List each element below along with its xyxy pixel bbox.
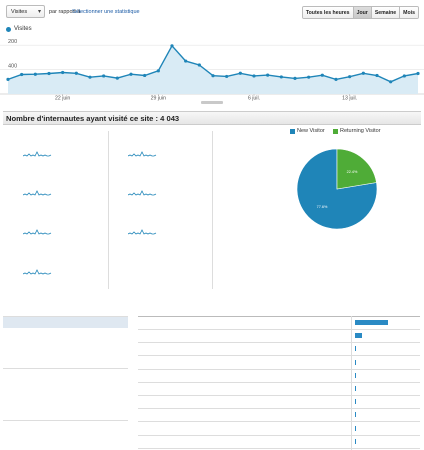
data-point[interactable] xyxy=(389,80,393,84)
pct-bar xyxy=(355,359,356,365)
metric-sparkline xyxy=(128,229,157,235)
data-point[interactable] xyxy=(361,71,365,75)
data-point[interactable] xyxy=(33,72,37,76)
data-point[interactable] xyxy=(266,73,270,77)
data-point[interactable] xyxy=(293,76,297,80)
x-tick-label: 29 juin xyxy=(151,96,166,102)
divider xyxy=(3,368,128,369)
column-divider xyxy=(351,316,352,450)
legend-swatch-returning xyxy=(333,129,338,134)
data-point[interactable] xyxy=(184,59,188,63)
summary-title: Nombre d'internautes ayant visité ce sit… xyxy=(6,114,180,123)
column-divider xyxy=(212,131,213,289)
y-tick-label: 200 xyxy=(8,39,17,45)
metric-select-value: Visites xyxy=(11,9,28,15)
data-point[interactable] xyxy=(115,76,119,80)
data-point[interactable] xyxy=(170,44,174,48)
data-point[interactable] xyxy=(61,70,65,75)
data-point[interactable] xyxy=(74,71,78,75)
y-tick-label: 400 xyxy=(8,64,17,70)
pie-slice-returning-visitor[interactable] xyxy=(336,148,377,190)
data-point[interactable] xyxy=(334,77,338,81)
data-point[interactable] xyxy=(225,74,229,79)
data-point[interactable] xyxy=(211,74,215,78)
pie-slice-label: 22.4% xyxy=(347,170,358,174)
summary-header-bar xyxy=(3,111,421,125)
data-point[interactable] xyxy=(307,75,311,79)
row-divider xyxy=(138,355,420,357)
x-tick-label: 13 juil. xyxy=(342,96,357,102)
row-divider xyxy=(138,408,420,410)
data-point[interactable] xyxy=(252,74,256,78)
row-divider xyxy=(138,342,420,344)
data-point[interactable] xyxy=(402,74,406,78)
data-point[interactable] xyxy=(6,77,10,81)
series-legend-dot xyxy=(6,27,11,32)
x-tick-label: 22 juin xyxy=(55,96,70,102)
metric-sparkline xyxy=(128,151,157,157)
data-point[interactable] xyxy=(197,63,201,67)
pct-bar xyxy=(355,386,356,391)
row-divider xyxy=(138,447,420,449)
pct-bar xyxy=(355,438,356,444)
data-point[interactable] xyxy=(20,72,24,77)
row-divider xyxy=(138,381,420,383)
pie-slice-label: 77.6% xyxy=(317,205,328,209)
range-selector: Toutes les heures Jour Semaine Mois xyxy=(301,6,419,19)
nav-item-selected-bg xyxy=(3,317,128,328)
chevron-down-icon: ▾ xyxy=(37,9,41,15)
pct-bar xyxy=(355,372,356,378)
data-point[interactable] xyxy=(129,72,133,76)
header-divider xyxy=(138,316,420,317)
metric-sparkline xyxy=(23,229,52,235)
row-divider xyxy=(138,434,420,436)
data-point[interactable] xyxy=(47,71,51,76)
data-point[interactable] xyxy=(375,73,379,78)
divider xyxy=(3,316,128,317)
select-stat-link[interactable]: Sélectionner une statistique xyxy=(72,9,140,15)
pct-bar xyxy=(355,412,356,418)
data-point[interactable] xyxy=(238,71,242,75)
legend-swatch-new xyxy=(290,129,295,134)
series-legend-label: Visites xyxy=(14,26,32,32)
metric-sparkline xyxy=(23,190,52,196)
row-divider xyxy=(138,395,420,396)
metric-sparkline xyxy=(23,151,52,157)
data-point[interactable] xyxy=(320,73,324,77)
data-point[interactable] xyxy=(88,75,92,79)
data-point[interactable] xyxy=(279,75,283,79)
visitor-type-pie: 77.6% 22.4% xyxy=(296,148,378,230)
pct-bar xyxy=(355,425,356,431)
x-tick-label: 6 juil. xyxy=(248,96,260,102)
range-hourly-button[interactable]: Toutes les heures xyxy=(302,7,354,18)
range-month-button[interactable]: Mois xyxy=(400,7,418,18)
data-point[interactable] xyxy=(143,73,147,78)
pct-bar xyxy=(355,399,356,405)
data-point[interactable] xyxy=(156,69,160,73)
metric-select[interactable]: Visites ▾ xyxy=(6,5,45,18)
data-point[interactable] xyxy=(348,75,352,79)
chart-scroll-handle[interactable] xyxy=(201,101,223,104)
compare-label: par rapport à xyxy=(49,9,81,15)
row-divider xyxy=(138,329,420,330)
row-divider xyxy=(138,421,420,423)
data-point[interactable] xyxy=(416,71,420,76)
metric-sparkline xyxy=(128,190,157,196)
divider xyxy=(3,420,128,421)
range-day-button[interactable]: Jour xyxy=(353,7,372,18)
pct-bar xyxy=(355,320,388,325)
range-week-button[interactable]: Semaine xyxy=(371,7,401,18)
metric-sparkline xyxy=(23,269,52,275)
data-point[interactable] xyxy=(102,74,106,78)
pct-bar xyxy=(355,333,362,339)
visits-chart: 400 200 22 juin 29 juin 6 juil. 13 juil. xyxy=(0,39,424,104)
visits-area xyxy=(8,45,418,94)
row-divider xyxy=(138,368,420,370)
column-divider xyxy=(108,131,109,289)
legend-returning-visitor: Returning Visitor xyxy=(340,128,381,134)
pct-bar xyxy=(355,346,357,352)
legend-new-visitor: New Visitor xyxy=(297,128,325,134)
